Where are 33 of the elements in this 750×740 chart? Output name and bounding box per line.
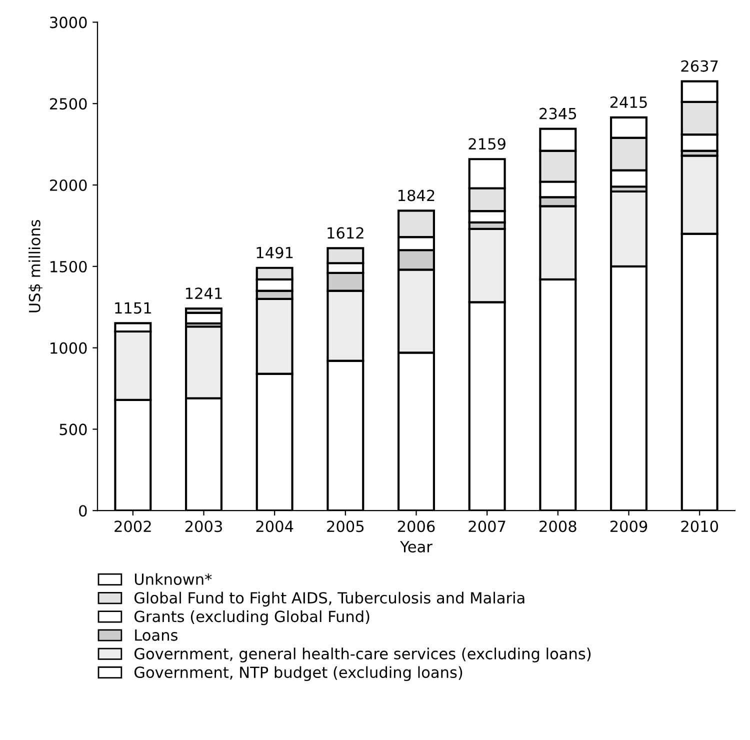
legend-label: Global Fund to Fight AIDS, Tuberculosis and Malaria <box>134 592 524 607</box>
x-tick-label: 2003 <box>185 520 222 532</box>
total-label: 2345 <box>540 108 576 120</box>
y-tick-label: 2000 <box>50 179 87 192</box>
y-tick-label: 3000 <box>50 16 87 28</box>
y-tick-label: 0 <box>79 505 87 517</box>
total-label: 1612 <box>328 227 364 239</box>
x-tick-label: 2009 <box>610 520 648 532</box>
total-label: 1151 <box>115 302 151 314</box>
x-tick-label: 2004 <box>256 520 294 532</box>
x-tick-label: 2002 <box>114 520 151 532</box>
total-label: 2159 <box>468 138 506 150</box>
legend-label: Grants (excluding Global Fund) <box>134 610 370 626</box>
legend-label: Government, general health-care services (excluding loans) <box>134 648 591 662</box>
y-tick-label: 1000 <box>50 342 87 354</box>
total-label: 2637 <box>681 60 718 72</box>
x-tick-label: 2005 <box>327 520 364 532</box>
total-label: 1491 <box>256 246 293 258</box>
legend-label: Government, NTP budget (excluding loans) <box>134 666 462 682</box>
x-tick-label: 2008 <box>540 520 576 532</box>
x-tick-label: 2010 <box>681 520 718 532</box>
total-label: 1241 <box>186 288 222 299</box>
legend-label: Loans <box>135 629 178 641</box>
y-tick-label: 500 <box>60 424 87 436</box>
x-tick-label: 2006 <box>398 520 435 532</box>
total-label: 1842 <box>398 190 434 202</box>
y-axis-title: US$ millions <box>28 220 42 312</box>
x-tick-label: 2007 <box>468 520 506 532</box>
x-axis-title: Year <box>400 541 432 552</box>
legend-label: Unknown* <box>134 573 212 586</box>
y-tick-label: 1500 <box>50 260 87 272</box>
y-tick-label: 2500 <box>50 98 87 110</box>
total-label: 2415 <box>610 96 647 108</box>
